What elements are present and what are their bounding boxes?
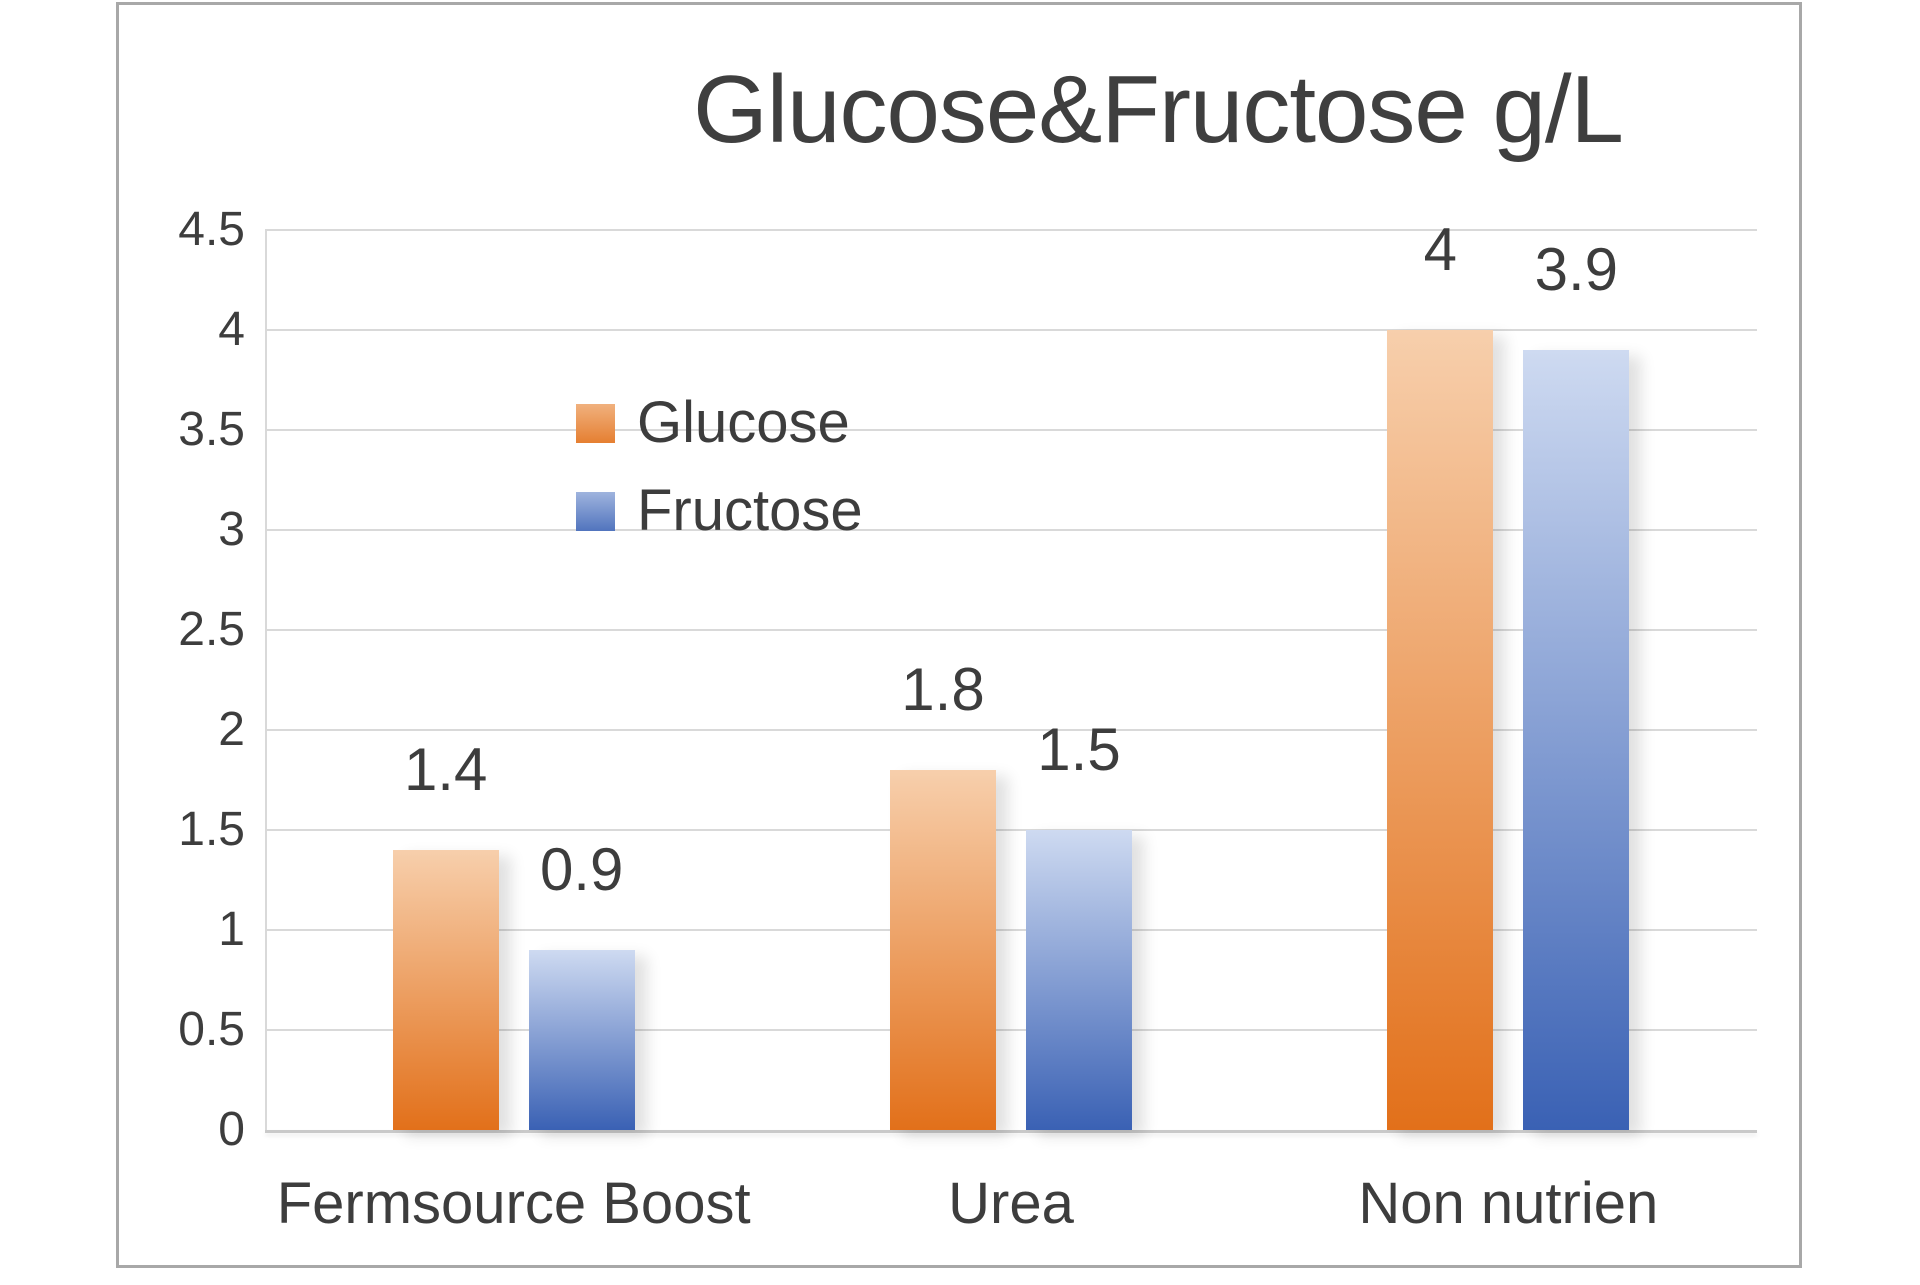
- y-axis-line: [265, 230, 267, 1130]
- glucose-swatch-icon: [576, 403, 615, 443]
- bar-glucose-fermsource-boost: [392, 850, 499, 1130]
- gridline: [265, 729, 1757, 731]
- chart-frame: Glucose&Fructose g/L 0 0.5 1 1.5 2 2.5 3 3.5 4 4.…: [116, 2, 1802, 1268]
- gridline: [265, 329, 1757, 331]
- gridline: [265, 229, 1757, 231]
- bar-glucose-urea: [890, 770, 996, 1130]
- y-tick-label: 0: [218, 1103, 245, 1156]
- legend: Glucose Fructose: [576, 393, 863, 569]
- gridline: [265, 829, 1757, 831]
- y-tick-label: 2.5: [178, 603, 245, 656]
- plot-area: 0 0.5 1 1.5 2 2.5 3 3.5 4 4.5 1.4 0.9 Fermsource Boo…: [119, 5, 1920, 1285]
- category-label-urea: Urea: [948, 1171, 1074, 1236]
- legend-item-fructose: Fructose: [576, 481, 863, 541]
- gridline: [265, 529, 1757, 531]
- y-tick-label: 2: [218, 703, 245, 756]
- bar-fructose-non-nutrien: [1523, 350, 1630, 1130]
- y-tick-label: 1.5: [178, 803, 245, 856]
- value-label-glucose-non-nutrien: 4: [1423, 216, 1458, 283]
- y-tick-label: 3: [218, 503, 245, 556]
- value-label-fructose-fermsource-boost: 0.9: [539, 836, 624, 903]
- category-label-non-nutrien: Non nutrien: [1358, 1171, 1659, 1236]
- bar-glucose-non-nutrien: [1387, 330, 1494, 1130]
- value-label-fructose-urea: 1.5: [1037, 716, 1121, 783]
- y-tick-label: 4.5: [178, 203, 245, 256]
- bar-fructose-fermsource-boost: [528, 950, 635, 1130]
- gridline: [265, 1029, 1757, 1031]
- value-label-glucose-fermsource-boost: 1.4: [403, 736, 488, 803]
- legend-item-glucose: Glucose: [576, 393, 863, 453]
- x-axis-line: [265, 1130, 1757, 1133]
- y-tick-label: 0.5: [178, 1003, 245, 1056]
- chart-title: Glucose&Fructose g/L: [693, 56, 1624, 163]
- value-label-glucose-urea: 1.8: [901, 656, 985, 723]
- fructose-swatch-icon: [576, 491, 615, 531]
- y-tick-label: 1: [218, 903, 245, 956]
- category-label-fermsource-boost: Fermsource Boost: [276, 1171, 751, 1236]
- y-tick-label: 3.5: [178, 403, 245, 456]
- y-tick-label: 4: [218, 303, 245, 356]
- value-label-fructose-non-nutrien: 3.9: [1534, 236, 1619, 303]
- bar-fructose-urea: [1026, 830, 1132, 1130]
- legend-label-glucose: Glucose: [637, 390, 850, 455]
- gridline: [265, 629, 1757, 631]
- gridline: [265, 929, 1757, 931]
- gridline: [265, 429, 1757, 431]
- legend-label-fructose: Fructose: [637, 478, 863, 543]
